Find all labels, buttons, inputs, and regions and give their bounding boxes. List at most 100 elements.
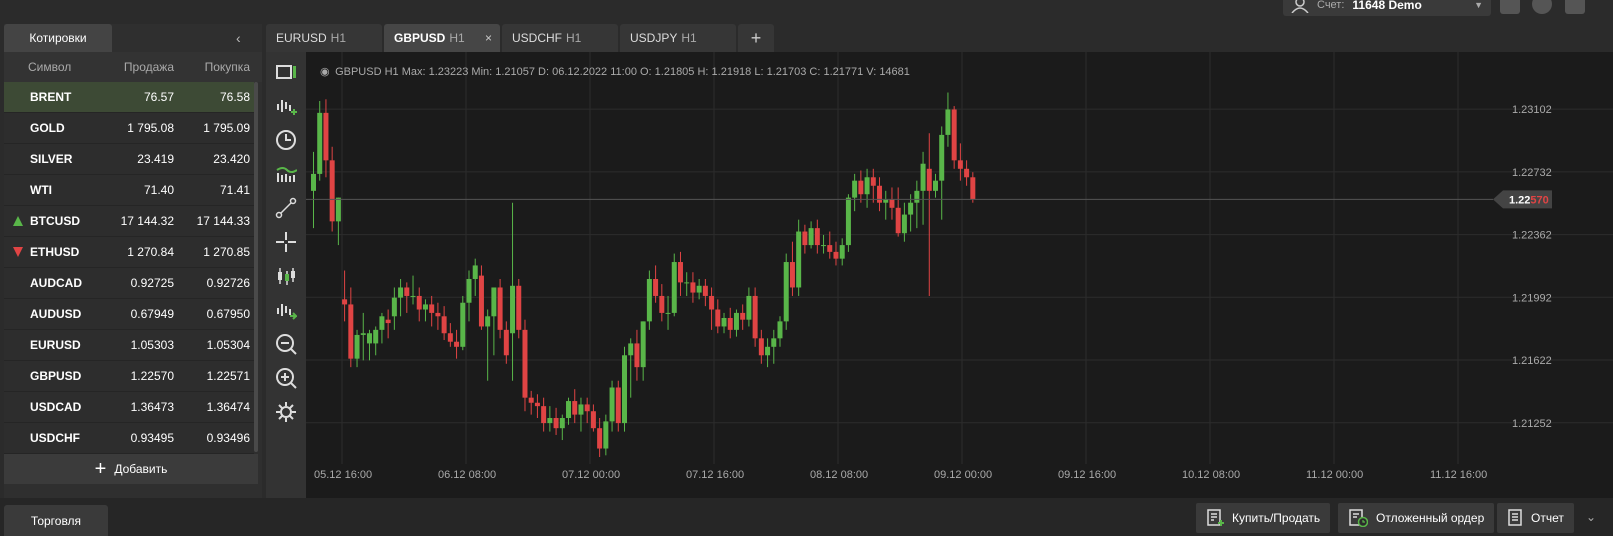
candle-body (858, 180, 864, 195)
candle-body (360, 333, 366, 335)
buy-sell-button[interactable]: Купить/Продать (1196, 503, 1331, 533)
x-tick-label: 07.12 00:00 (562, 469, 620, 481)
chart-tab[interactable]: USDJPY H1 (620, 24, 736, 52)
quotes-list: BRENT 76.57 76.58 GOLD 1 795.08 1 795.09 SILVE… (4, 82, 254, 454)
language-icon[interactable] (1500, 0, 1520, 14)
candle-body (497, 287, 503, 330)
chart-info-text: GBPUSD H1 Max: 1.23223 Min: 1.21057 D: 0… (335, 66, 910, 78)
indicators-icon[interactable] (272, 160, 300, 188)
quote-row[interactable]: ETHUSD 1 270.84 1 270.85 (4, 237, 254, 268)
candle-body (435, 312, 441, 317)
candle-body (329, 160, 335, 222)
quotes-tab[interactable]: Котировки (4, 24, 112, 52)
quote-bid: 17 144.32 (120, 214, 174, 228)
chevron-down-icon[interactable]: ⌄ (1586, 510, 1597, 524)
candle-body (404, 287, 410, 296)
quote-bid: 76.57 (143, 90, 174, 104)
candle-body (690, 282, 696, 293)
quote-ask: 17 144.33 (196, 214, 250, 228)
trading-tab[interactable]: Торговля (4, 505, 108, 536)
current-price-badge (1493, 190, 1552, 209)
candle-body (653, 278, 659, 296)
candle-body (503, 329, 509, 356)
candle-body (391, 297, 397, 317)
collapse-panel-icon[interactable]: ‹ (236, 30, 241, 46)
quotes-panel: Котировки ‹ Символ Продажа Покупка BRENT… (4, 24, 262, 498)
candle-body (366, 333, 372, 344)
candle-body (671, 262, 677, 313)
candle-body (715, 309, 721, 327)
tab-symbol: USDCHF (512, 31, 562, 45)
chart-tab[interactable]: USDCHF H1 (502, 24, 618, 52)
quote-row[interactable]: GBPUSD 1.22570 1.22571 (4, 361, 254, 392)
quotes-scrollbar[interactable] (254, 82, 258, 452)
account-selector[interactable]: Счет: 11648 Demo ▼ (1283, 0, 1491, 16)
candle-body (385, 319, 391, 324)
quote-row[interactable]: BTCUSD 17 144.32 17 144.33 (4, 206, 254, 237)
candle-body (559, 418, 565, 429)
header-ask: Покупка (204, 60, 250, 74)
volume-icon[interactable] (272, 296, 300, 324)
add-symbol-label: Добавить (114, 462, 168, 476)
theme-icon[interactable] (1532, 0, 1552, 14)
eye-icon[interactable]: ◉ (320, 66, 330, 78)
quote-symbol: EURUSD (30, 338, 81, 352)
quote-row[interactable]: GOLD 1 795.08 1 795.09 (4, 113, 254, 144)
chart-tab[interactable]: GBPUSD H1 × (384, 24, 500, 52)
tab-timeframe: H1 (330, 31, 347, 45)
candle-body (870, 177, 876, 186)
candle-body (416, 295, 422, 310)
add-symbol-button[interactable]: + Добавить (4, 454, 258, 484)
settings-icon[interactable] (272, 398, 300, 426)
quote-symbol: WTI (30, 183, 52, 197)
candle-body (335, 197, 341, 222)
y-tick-label: 1.22362 (1512, 230, 1552, 242)
x-tick-label: 07.12 16:00 (686, 469, 744, 481)
quote-row[interactable]: BRENT 76.57 76.58 (4, 82, 254, 113)
chevron-down-icon: ▼ (1474, 0, 1483, 10)
quote-row[interactable]: USDCAD 1.36473 1.36474 (4, 392, 254, 423)
quote-row[interactable]: USDCHF 0.93495 0.93496 (4, 423, 254, 454)
quotes-header: Символ Продажа Покупка (4, 52, 262, 82)
y-tick-label: 1.23102 (1512, 104, 1552, 116)
report-button[interactable]: Отчет (1497, 503, 1574, 533)
quote-bid: 71.40 (143, 183, 174, 197)
candle-body (615, 387, 621, 424)
tab-symbol: EURUSD (276, 31, 327, 45)
current-price-label: 1.22570 (1509, 194, 1549, 206)
candle-body (839, 245, 845, 259)
candle-body (765, 346, 771, 356)
quote-row[interactable]: WTI 71.40 71.41 (4, 175, 254, 206)
add-indicator-icon[interactable] (272, 92, 300, 120)
candle-body (354, 334, 360, 359)
crosshair-icon[interactable] (272, 228, 300, 256)
candlestick-chart[interactable]: 05.12 16:00 06.12 08:00 07.12 00:00 07.12 1… (306, 52, 1613, 498)
x-tick-label: 05.12 16:00 (314, 469, 372, 481)
candle-body (553, 418, 559, 429)
pending-order-button[interactable]: Отложенный ордер (1338, 503, 1495, 533)
pending-order-icon (1349, 509, 1368, 527)
zoom-in-icon[interactable] (272, 364, 300, 392)
candle-body (957, 160, 963, 169)
quote-row[interactable]: AUDUSD 0.67949 0.67950 (4, 299, 254, 330)
quote-row[interactable]: SILVER 23.419 23.420 (4, 144, 254, 175)
chart-area[interactable]: 05.12 16:00 06.12 08:00 07.12 00:00 07.12 1… (306, 52, 1613, 498)
candles-icon[interactable] (272, 262, 300, 290)
quote-ask: 1.05304 (206, 338, 250, 352)
x-tick-label: 09.12 00:00 (934, 469, 992, 481)
fullscreen-icon[interactable] (272, 58, 300, 86)
y-tick-label: 1.21992 (1512, 292, 1552, 304)
candle-body (802, 231, 808, 246)
chart-tab[interactable]: EURUSD H1 (266, 24, 382, 52)
zoom-out-icon[interactable] (272, 330, 300, 358)
candle-body (920, 163, 926, 191)
candle-body (908, 202, 914, 215)
candle-body (852, 180, 858, 198)
add-tab-button[interactable]: + (738, 24, 774, 52)
close-icon[interactable]: × (484, 31, 492, 45)
clock-icon[interactable] (272, 126, 300, 154)
layout-icon[interactable] (1565, 0, 1585, 14)
trendline-icon[interactable] (272, 194, 300, 222)
quote-row[interactable]: AUDCAD 0.92725 0.92726 (4, 268, 254, 299)
quote-row[interactable]: EURUSD 1.05303 1.05304 (4, 330, 254, 361)
